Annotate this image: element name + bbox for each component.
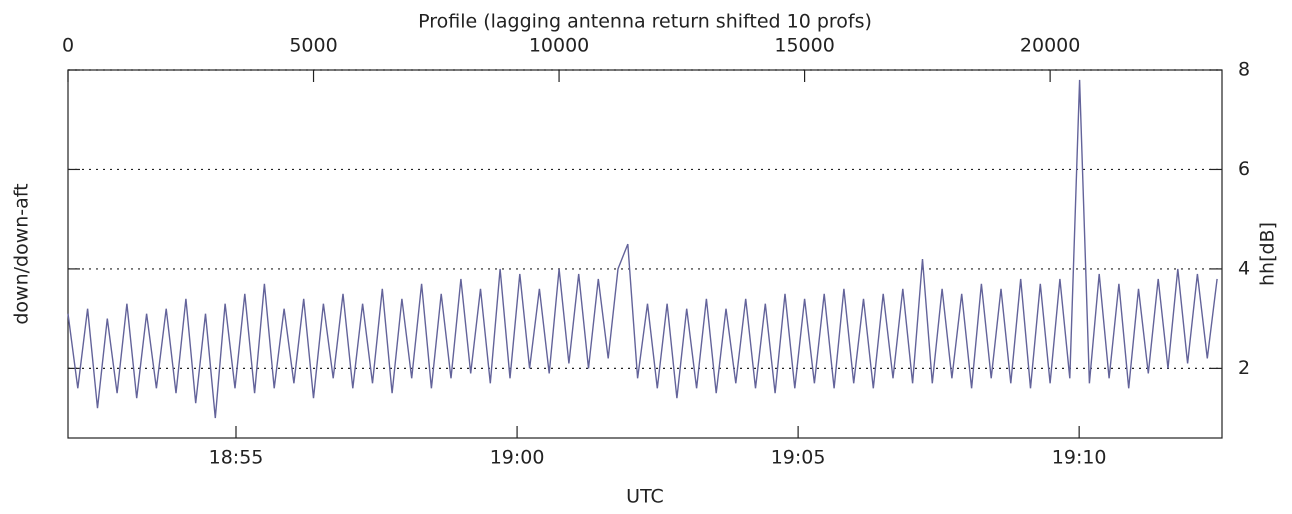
x2-tick-label: 19:05 [771,447,826,469]
x-axis-label: UTC [626,486,664,508]
y-tick-label: 8 [1238,59,1250,81]
y-axis-label: down/down-aft [11,183,33,324]
y2-axis-label: hh[dB] [1257,222,1279,286]
x-tick-label: 15000 [774,35,834,57]
x-tick-label: 5000 [289,35,337,57]
x-tick-label: 20000 [1020,35,1080,57]
x-tick-label: 0 [62,35,74,57]
y-tick-label: 4 [1238,257,1250,279]
x2-tick-label: 18:55 [209,447,264,469]
x2-tick-label: 19:00 [490,447,545,469]
plot-frame [67,69,1223,439]
y-tick-label: 2 [1238,357,1250,379]
x-tick-label: 10000 [529,35,589,57]
x2-tick-label: 19:10 [1052,447,1107,469]
data-line [67,79,1218,419]
y-tick-label: 6 [1238,158,1250,180]
chart-title: Profile (lagging antenna return shifted … [418,11,872,33]
